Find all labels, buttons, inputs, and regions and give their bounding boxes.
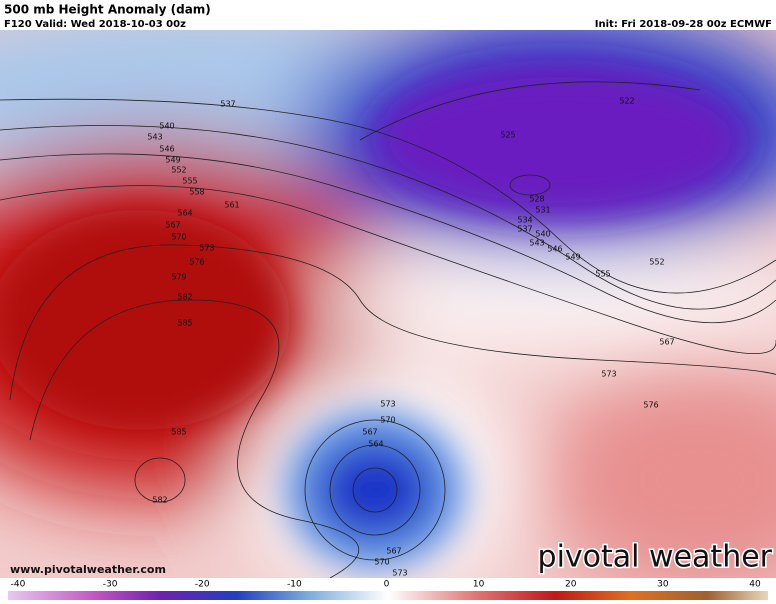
contour-label: 570 bbox=[380, 416, 395, 425]
contour-label: 537 bbox=[220, 100, 235, 109]
contour-label: 522 bbox=[619, 97, 634, 106]
colorbar-tick-label: -20 bbox=[195, 580, 210, 590]
contour-label: 552 bbox=[171, 166, 186, 175]
contour-label: 570 bbox=[171, 233, 186, 242]
contour-label: 561 bbox=[224, 201, 239, 210]
contour-label: 576 bbox=[643, 401, 658, 410]
init-time: Init: Fri 2018-09-28 00z ECMWF bbox=[595, 19, 772, 30]
contour-label: 582 bbox=[152, 496, 167, 505]
colorbar bbox=[8, 591, 768, 600]
contour-label: 564 bbox=[368, 440, 383, 449]
colorbar-tick-label: 40 bbox=[749, 580, 761, 590]
contour-label: 576 bbox=[189, 258, 204, 267]
contour-label: 540 bbox=[159, 122, 174, 131]
contour-label: 549 bbox=[565, 253, 580, 262]
colorbar-tick-label: -10 bbox=[287, 580, 302, 590]
contour-label: 582 bbox=[177, 293, 192, 302]
anomaly-cores bbox=[0, 60, 750, 570]
colorbar-tick-label: 10 bbox=[473, 580, 485, 590]
contour-label: 573 bbox=[199, 244, 214, 253]
contour-label: 567 bbox=[386, 547, 401, 556]
contour-label: 558 bbox=[189, 188, 204, 197]
contour-lines bbox=[0, 81, 776, 578]
contour-label: 543 bbox=[147, 133, 162, 142]
contour-label: 570 bbox=[374, 558, 389, 567]
contour-label: 567 bbox=[362, 428, 377, 437]
contour-label: 531 bbox=[535, 206, 550, 215]
contour-label: 579 bbox=[171, 273, 186, 282]
contour-label: 546 bbox=[159, 145, 174, 154]
colorbar-tick-label: 20 bbox=[565, 580, 577, 590]
colorbar-tick-label: 0 bbox=[384, 580, 390, 590]
contour-label: 573 bbox=[392, 569, 407, 578]
valid-time: F120 Valid: Wed 2018-10-03 00z bbox=[4, 19, 186, 30]
contour-label: 564 bbox=[177, 209, 192, 218]
colorbar-tick-label: 30 bbox=[657, 580, 669, 590]
contour-label: 555 bbox=[595, 270, 610, 279]
contour-label: 567 bbox=[165, 221, 180, 230]
contour-label: 567 bbox=[659, 338, 674, 347]
contour-label: 585 bbox=[177, 319, 192, 328]
header-bar bbox=[0, 0, 776, 30]
contour-label: 549 bbox=[165, 156, 180, 165]
colorbar-tick-label: -40 bbox=[11, 580, 26, 590]
title: 500 mb Height Anomaly (dam) bbox=[4, 3, 211, 17]
colorbar-ticks: -40 -30 -20 -10 0 10 20 30 40 bbox=[11, 580, 761, 590]
contour-label: 525 bbox=[500, 131, 515, 140]
contour-label: 546 bbox=[547, 245, 562, 254]
contour-label: 552 bbox=[649, 258, 664, 267]
contour-label: 573 bbox=[380, 400, 395, 409]
colorbar-tick-label: -30 bbox=[103, 580, 118, 590]
contour-label: 528 bbox=[529, 195, 544, 204]
contour-label: 534 bbox=[517, 216, 532, 225]
contour-label: 537 bbox=[517, 225, 532, 234]
contour-label: 555 bbox=[182, 177, 197, 186]
website: www.pivotalweather.com bbox=[10, 563, 166, 576]
contour-label: 540 bbox=[535, 230, 550, 239]
contour-labels: 5375405435465495525555585615645675705735… bbox=[147, 97, 674, 578]
contour-label: 585 bbox=[171, 428, 186, 437]
brand: pivotal weather bbox=[538, 540, 773, 575]
contour-label: 573 bbox=[601, 370, 616, 379]
contour-label: 543 bbox=[529, 239, 544, 248]
